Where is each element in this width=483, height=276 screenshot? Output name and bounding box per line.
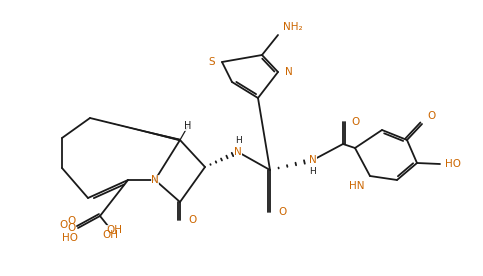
Text: H: H [310,167,316,176]
Text: H: H [235,136,242,145]
Text: O: O [278,207,286,217]
Text: H: H [185,121,192,131]
Text: N: N [151,175,159,185]
Text: N: N [309,155,317,165]
Text: OH: OH [106,225,122,235]
Text: OH: OH [102,230,118,240]
Text: O: O [188,215,196,225]
Polygon shape [90,118,180,141]
Text: HO: HO [62,233,78,243]
Text: S: S [208,57,215,67]
Text: O: O [68,216,76,226]
Text: N: N [285,67,293,77]
Text: O: O [67,223,75,233]
Text: O: O [427,111,435,121]
Text: O: O [351,117,359,127]
Text: O: O [59,220,67,230]
Text: HN: HN [350,181,365,191]
Text: HO: HO [445,159,461,169]
Text: N: N [234,147,242,157]
Text: NH₂: NH₂ [283,22,303,32]
